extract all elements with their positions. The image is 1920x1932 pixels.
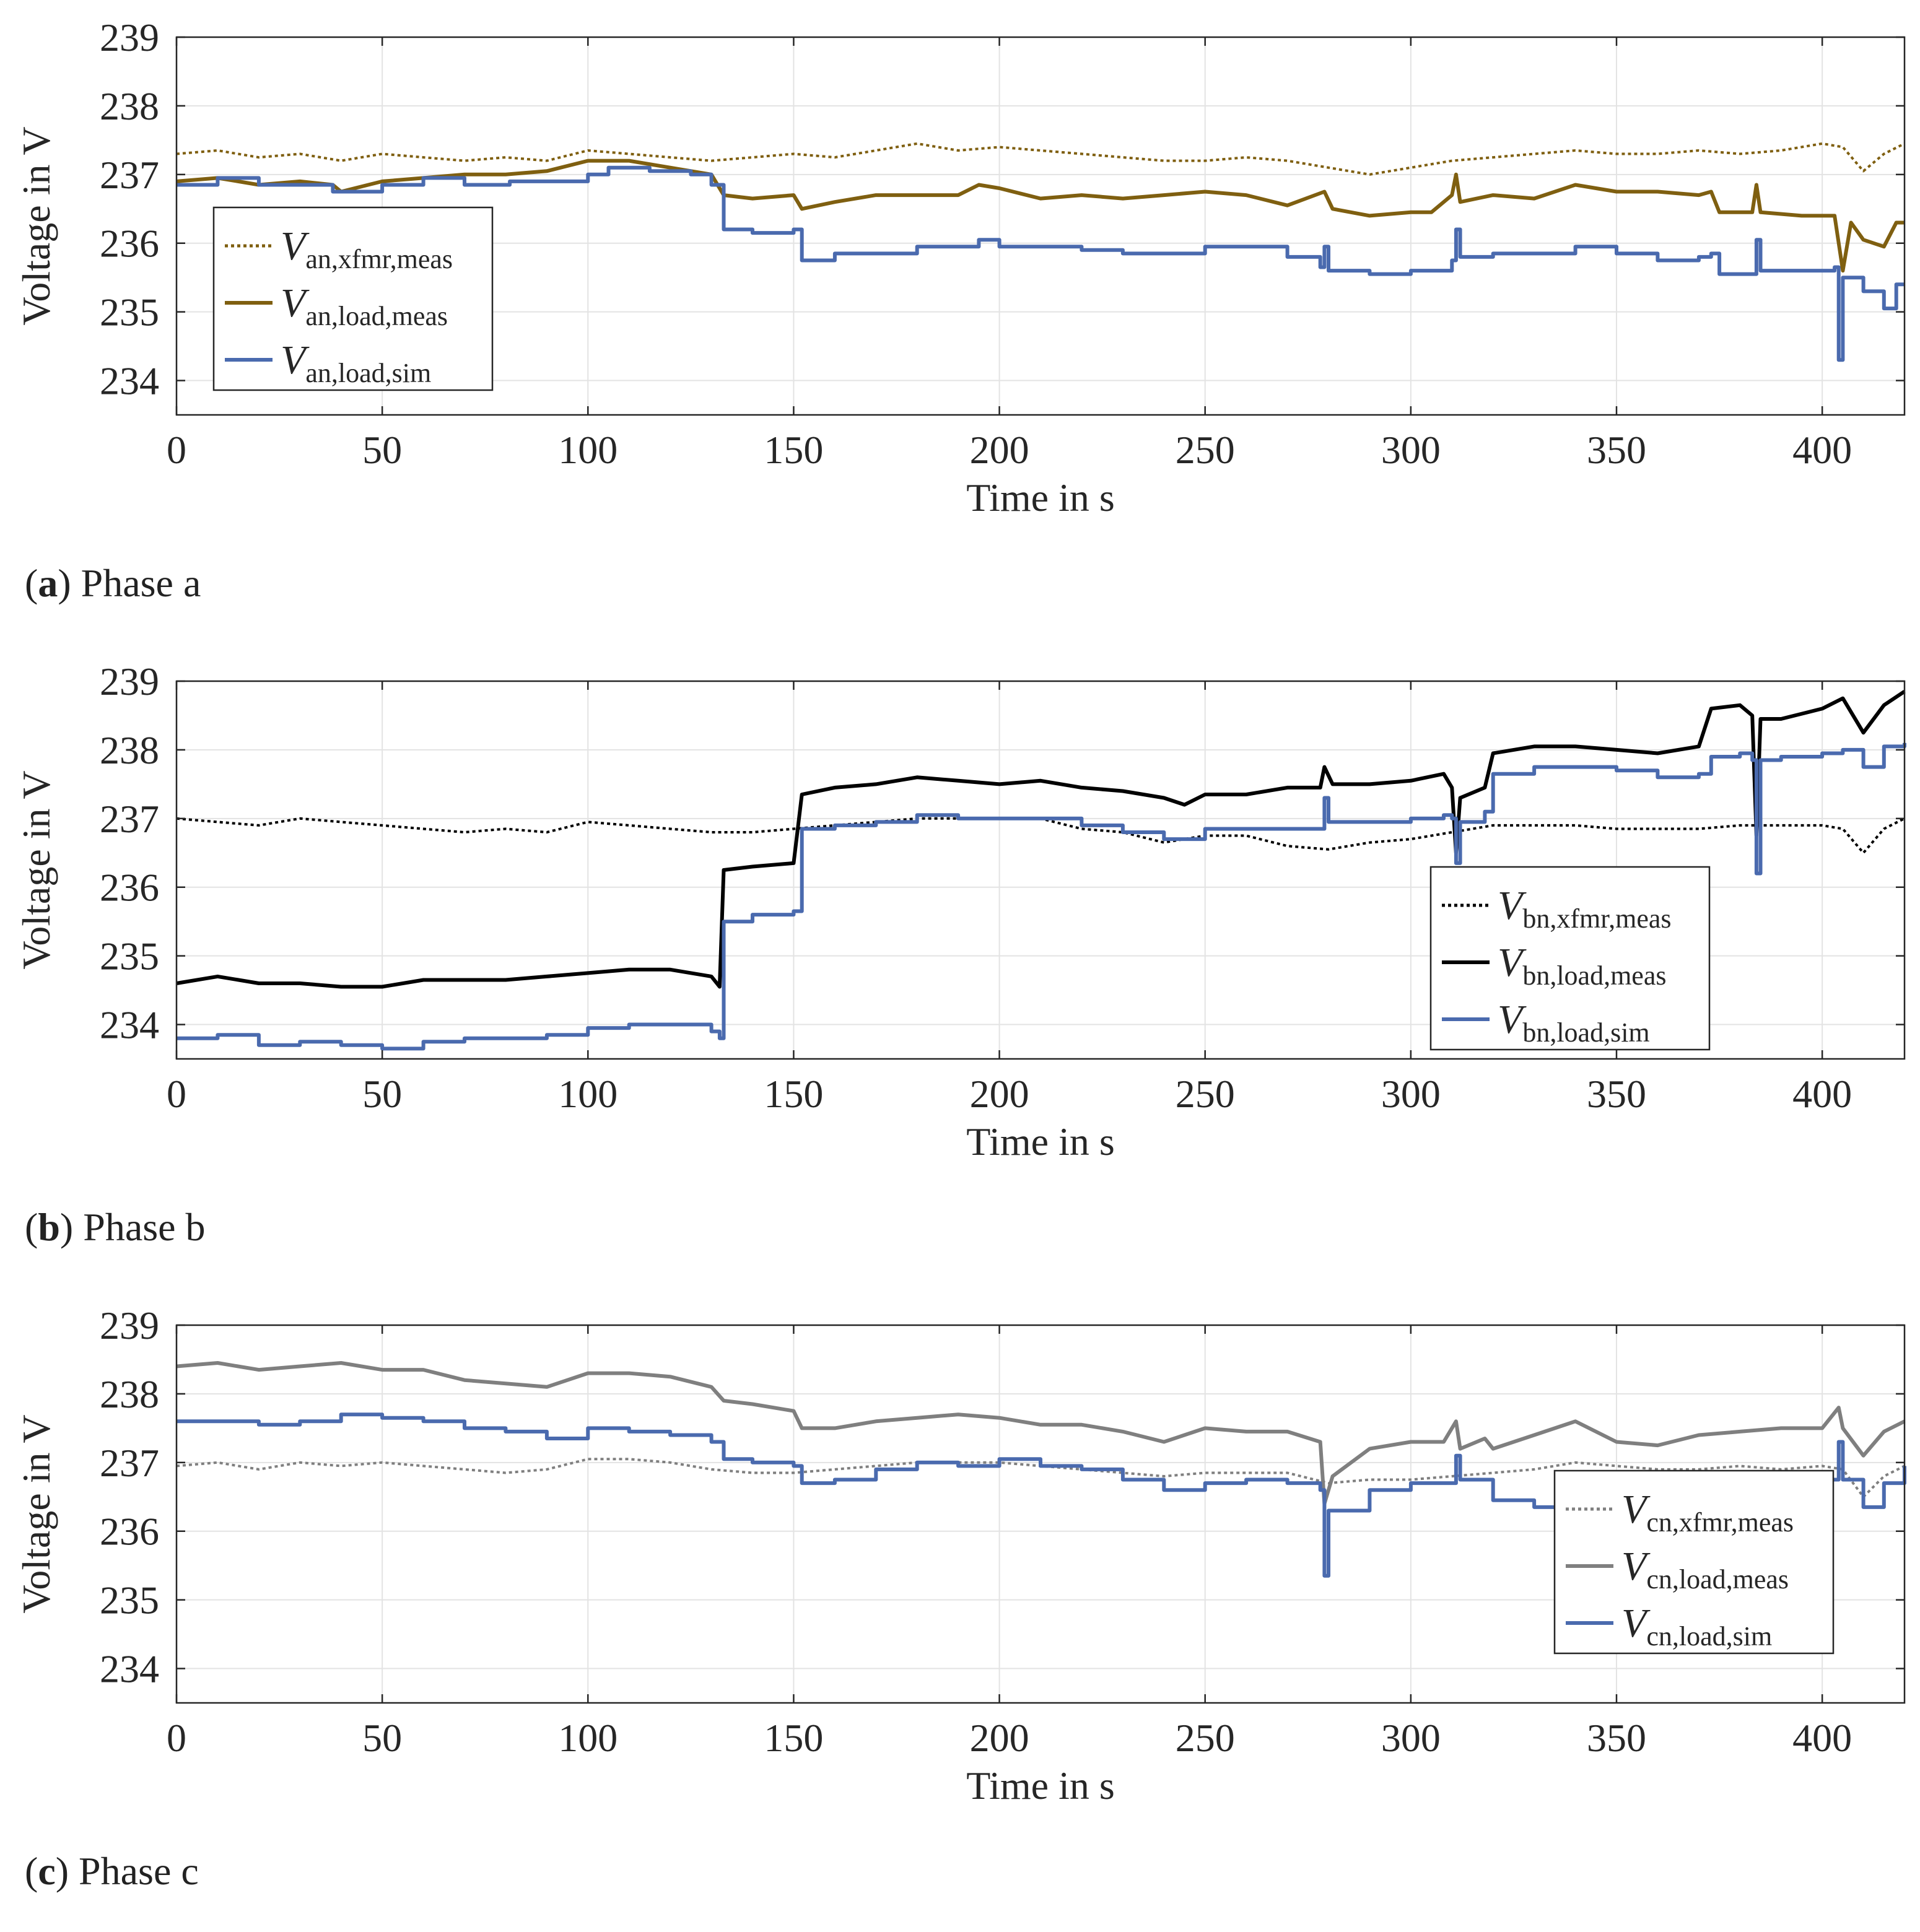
y-tick-label: 237 <box>100 1441 159 1485</box>
panel-phase-c: 0 50 100 150 200 250 300 350 400 234 235 236 237 238 2… <box>0 1288 1920 1932</box>
x-tick-label: 100 <box>558 428 617 472</box>
x-tick-label: 350 <box>1587 1716 1646 1760</box>
caption-phase-b: (b) Phase b <box>25 1205 206 1249</box>
y-tick-label: 236 <box>100 1510 159 1554</box>
y-tick-label: 238 <box>100 84 159 128</box>
series-line-bn-xfmr-meas <box>176 817 1905 855</box>
y-tick-label: 237 <box>100 153 159 197</box>
x-tick-label: 150 <box>764 1072 823 1116</box>
y-tick-label: 234 <box>100 359 159 403</box>
axes-frame <box>175 680 1906 1060</box>
x-tick-label: 200 <box>970 428 1029 472</box>
legend-entry-subscript: bn,load,sim <box>1522 1017 1649 1048</box>
x-tick-label: 300 <box>1381 1716 1441 1760</box>
y-tick-label: 238 <box>100 1372 159 1416</box>
x-tick-label: 0 <box>167 1716 186 1760</box>
y-tick-label: 239 <box>100 15 159 59</box>
legend-entry-subscript: an,load,meas <box>305 301 448 331</box>
x-axis-label: Time in s <box>966 1120 1115 1164</box>
series-line-bn-load-sim <box>177 742 1906 1051</box>
y-tick-label: 235 <box>100 934 159 978</box>
x-tick-label: 50 <box>362 1716 402 1760</box>
x-tick-label: 100 <box>558 1072 617 1116</box>
caption-phase-c: (c) Phase c <box>25 1849 199 1893</box>
x-tick-label: 250 <box>1176 428 1235 472</box>
chart-phase-a: 0 50 100 150 200 250 300 350 400 234 235 236 237 238 2… <box>14 15 1906 520</box>
x-tick-label: 0 <box>167 428 186 472</box>
y-axis-label: Voltage in V <box>14 770 58 969</box>
x-tick-label: 250 <box>1176 1072 1235 1116</box>
x-tick-label: 350 <box>1587 1072 1646 1116</box>
series-line-an-load-sim <box>177 165 1905 362</box>
caption-label-a: a <box>38 561 58 605</box>
x-axis-label: Time in s <box>966 1764 1115 1808</box>
legend-entry-subscript: cn,xfmr,meas <box>1646 1507 1794 1538</box>
x-tick-label: 400 <box>1792 1072 1852 1116</box>
x-tick-label: 300 <box>1381 1072 1441 1116</box>
x-tick-label: 400 <box>1792 1716 1852 1760</box>
y-tick-label: 234 <box>100 1003 159 1047</box>
axes-frame <box>175 36 1906 416</box>
x-tick-label: 0 <box>167 1072 186 1116</box>
ticks-group: 0 50 100 150 200 250 300 350 400 234 235 236 237 238 2… <box>100 15 1905 472</box>
x-tick-label: 50 <box>362 1072 402 1116</box>
x-tick-label: 150 <box>764 1716 823 1760</box>
chart-phase-c: 0 50 100 150 200 250 300 350 400 234 235 236 237 238 2… <box>14 1303 1906 1808</box>
series-group <box>176 690 1906 1051</box>
y-tick-label: 239 <box>100 1303 159 1347</box>
x-tick-label: 250 <box>1176 1716 1235 1760</box>
caption-text-b: Phase b <box>83 1205 206 1249</box>
series-line-cn-load-meas <box>176 1361 1906 1506</box>
x-tick-label: 200 <box>970 1716 1029 1760</box>
legend-entry-subscript: an,load,sim <box>305 358 431 388</box>
series-line-cn-xfmr-meas <box>176 1458 1905 1499</box>
x-tick-label: 300 <box>1381 428 1441 472</box>
axes-frame <box>175 1324 1906 1704</box>
y-tick-label: 235 <box>100 290 159 334</box>
caption-text-c: Phase c <box>79 1849 199 1893</box>
y-axis-label: Voltage in V <box>14 1414 58 1613</box>
caption-label-b: b <box>38 1205 60 1249</box>
series-line-bn-load-meas <box>176 690 1906 989</box>
y-tick-label: 235 <box>100 1578 159 1622</box>
panel-phase-b: 0 50 100 150 200 250 300 350 400 234 235 236 237 238 2… <box>0 644 1920 1288</box>
caption-text-a: Phase a <box>81 561 201 605</box>
y-tick-label: 234 <box>100 1647 159 1691</box>
panel-phase-a: 0 50 100 150 200 250 300 350 400 234 235 236 237 238 2… <box>0 0 1920 644</box>
caption-phase-a: (a) Phase a <box>25 561 201 605</box>
series-line-an-load-meas <box>176 159 1905 273</box>
legend-entry-subscript: an,xfmr,meas <box>305 244 453 274</box>
x-tick-label: 200 <box>970 1072 1029 1116</box>
ticks-group: 0 50 100 150 200 250 300 350 400 234 235 236 237 238 2… <box>100 1303 1905 1760</box>
chart-phase-b: 0 50 100 150 200 250 300 350 400 234 235 236 237 238 2… <box>14 659 1906 1164</box>
y-tick-label: 239 <box>100 659 159 703</box>
y-tick-label: 237 <box>100 797 159 841</box>
series-group <box>176 142 1905 362</box>
x-tick-label: 350 <box>1587 428 1646 472</box>
legend-entry-subscript: bn,load,meas <box>1522 960 1666 991</box>
y-tick-label: 236 <box>100 222 159 266</box>
legend-entry-subscript: bn,xfmr,meas <box>1522 903 1671 934</box>
series-line-an-xfmr-meas <box>176 142 1905 176</box>
y-axis-label: Voltage in V <box>14 126 58 325</box>
caption-label-c: c <box>38 1849 56 1893</box>
y-tick-label: 236 <box>100 866 159 910</box>
x-tick-label: 50 <box>362 428 402 472</box>
x-tick-label: 400 <box>1792 428 1852 472</box>
legend-entry-subscript: cn,load,meas <box>1646 1564 1789 1595</box>
y-tick-label: 238 <box>100 728 159 772</box>
ticks-group: 0 50 100 150 200 250 300 350 400 234 235 236 237 238 2… <box>100 659 1905 1116</box>
legend-entry-subscript: cn,load,sim <box>1646 1621 1772 1651</box>
x-axis-label: Time in s <box>966 476 1115 520</box>
x-tick-label: 150 <box>764 428 823 472</box>
x-tick-label: 100 <box>558 1716 617 1760</box>
